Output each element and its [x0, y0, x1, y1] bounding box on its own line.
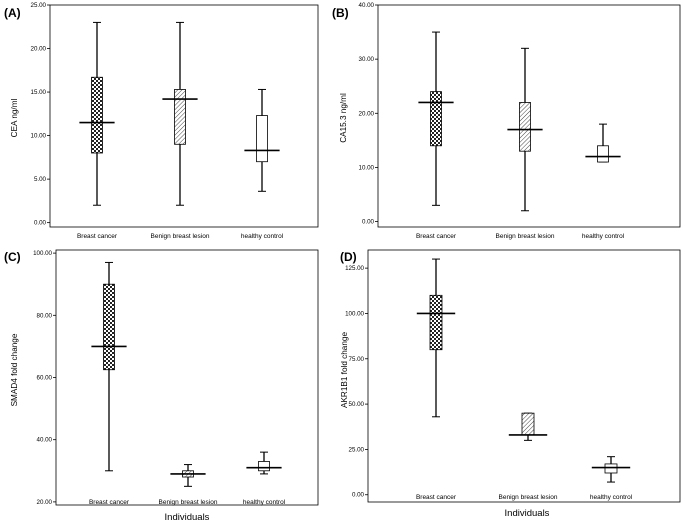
- panel-b-category-label: Benign breast lesion: [496, 233, 555, 240]
- panel-d-y-tick-label: 0.00: [352, 492, 365, 499]
- panel-a-y-tick-label: 25.00: [31, 2, 47, 9]
- panel-a: (A) CEA ng/ml 0.00 5.00 10.00 15.00 20.00 25.…: [4, 2, 319, 240]
- panel-a-category-label: Breast cancer: [77, 233, 118, 240]
- panel-d-y-tick-label: 75.00: [349, 356, 365, 363]
- panel-d-label: (D): [340, 250, 357, 264]
- panel-c-boxes: [91, 261, 282, 487]
- panel-d-plot-area: [367, 249, 681, 503]
- panel-d-y-tick-label: 125.00: [345, 265, 364, 272]
- panel-b-category-labels: Breast cancer Benign breast lesion healthy…: [416, 233, 625, 240]
- panel-c: (C) SMAD4 fold change Individuals 20.00 4…: [4, 249, 319, 523]
- panel-a-y-axis: 0.00 5.00 10.00 15.00 20.00 25.00: [31, 2, 50, 227]
- panel-b-category-label: Breast cancer: [416, 233, 457, 240]
- panel-d-x-axis-title: Individuals: [505, 508, 550, 519]
- panel-a-label: (A): [4, 6, 21, 20]
- panel-d-box-2-iqr-rect: [521, 412, 535, 436]
- panel-b-box-2-iqr-rect: [519, 102, 531, 152]
- panel-d-boxes: [416, 258, 631, 483]
- panel-c-y-tick-label: 20.00: [37, 499, 53, 506]
- panel-b-boxes: [418, 31, 621, 212]
- panel-a-y-tick-label: 15.00: [31, 89, 47, 96]
- panel-c-y-tick-label: 60.00: [37, 375, 53, 382]
- panel-a-y-tick-label: 20.00: [31, 46, 47, 53]
- panel-a-y-tick-label: 5.00: [34, 176, 47, 183]
- panel-c-y-axis-title: SMAD4 fold change: [10, 333, 19, 406]
- panel-b-y-tick-label: 40.00: [359, 2, 375, 9]
- panel-c-box-3-iqr-rect: [258, 461, 270, 472]
- panel-d-y-axis: 0.00 25.00 50.00 75.00 100.00 125.00: [345, 265, 368, 499]
- panel-d-category-labels: Breast cancer Benign breast lesion healthy…: [416, 494, 633, 501]
- panel-b-y-tick-label: 30.00: [359, 56, 375, 63]
- panel-b-category-label: healthy control: [582, 233, 625, 240]
- panel-b-box-1-iqr-rect: [430, 91, 442, 147]
- panel-b-y-tick-label: 0.00: [362, 219, 375, 226]
- panel-c-plot-area: [55, 249, 319, 506]
- panel-a-boxes: [79, 21, 280, 206]
- panel-c-label: (C): [4, 250, 21, 264]
- panel-a-box-3-iqr-rect: [256, 115, 268, 163]
- panel-b: (B) CA15.3 ng/ml 0.00 10.00 20.00 30.00 40.0…: [332, 2, 681, 240]
- panel-a-y-tick-label: 0.00: [34, 220, 47, 227]
- panel-a-category-label: Benign breast lesion: [151, 233, 210, 240]
- panel-a-box-2-iqr-rect: [174, 89, 186, 145]
- panel-b-box-3-iqr-rect: [597, 145, 609, 163]
- panel-c-y-tick-label: 100.00: [33, 250, 52, 257]
- panel-d-category-label: Benign breast lesion: [499, 494, 558, 501]
- panel-b-y-tick-label: 20.00: [359, 110, 375, 117]
- panel-a-category-label: healthy control: [241, 233, 284, 240]
- panel-c-y-tick-label: 40.00: [37, 437, 53, 444]
- panel-b-y-axis-title: CA15.3 ng/ml: [339, 93, 348, 143]
- panel-a-y-tick-label: 10.00: [31, 133, 47, 140]
- panel-c-category-label: healthy control: [243, 499, 286, 506]
- panel-d-box-1-iqr-rect: [429, 294, 443, 351]
- panel-d-y-axis-title: AKR1B1 fold change: [340, 332, 349, 408]
- panel-c-y-tick-label: 80.00: [37, 312, 53, 319]
- panel-c-x-axis-title: Individuals: [165, 512, 210, 523]
- panel-d-box-3-iqr-rect: [604, 463, 618, 474]
- panel-c-category-label: Benign breast lesion: [159, 499, 218, 506]
- panel-a-box-1-iqr-rect: [91, 76, 103, 154]
- panel-a-category-labels: Breast cancer Benign breast lesion healthy…: [77, 233, 284, 240]
- panel-b-y-tick-label: 10.00: [359, 164, 375, 171]
- panel-c-category-label: Breast cancer: [89, 499, 130, 506]
- panel-b-label: (B): [332, 6, 349, 20]
- panel-d-category-label: Breast cancer: [416, 494, 457, 501]
- panel-d-y-tick-label: 25.00: [349, 446, 365, 453]
- panel-d: (D) AKR1B1 fold change Individuals 0.00 2…: [340, 249, 681, 519]
- panel-d-category-label: healthy control: [590, 494, 633, 501]
- panel-c-category-labels: Breast cancer Benign breast lesion healthy…: [89, 499, 286, 506]
- panel-d-y-tick-label: 100.00: [345, 310, 364, 317]
- panel-a-y-axis-title: CEA ng/ml: [10, 98, 19, 137]
- panel-b-y-axis: 0.00 10.00 20.00 30.00 40.00: [359, 2, 378, 226]
- panel-c-box-1-iqr-rect: [103, 283, 115, 371]
- panel-d-y-tick-label: 50.00: [349, 401, 365, 408]
- panel-c-y-axis: 20.00 40.00 60.00 80.00 100.00: [33, 250, 56, 506]
